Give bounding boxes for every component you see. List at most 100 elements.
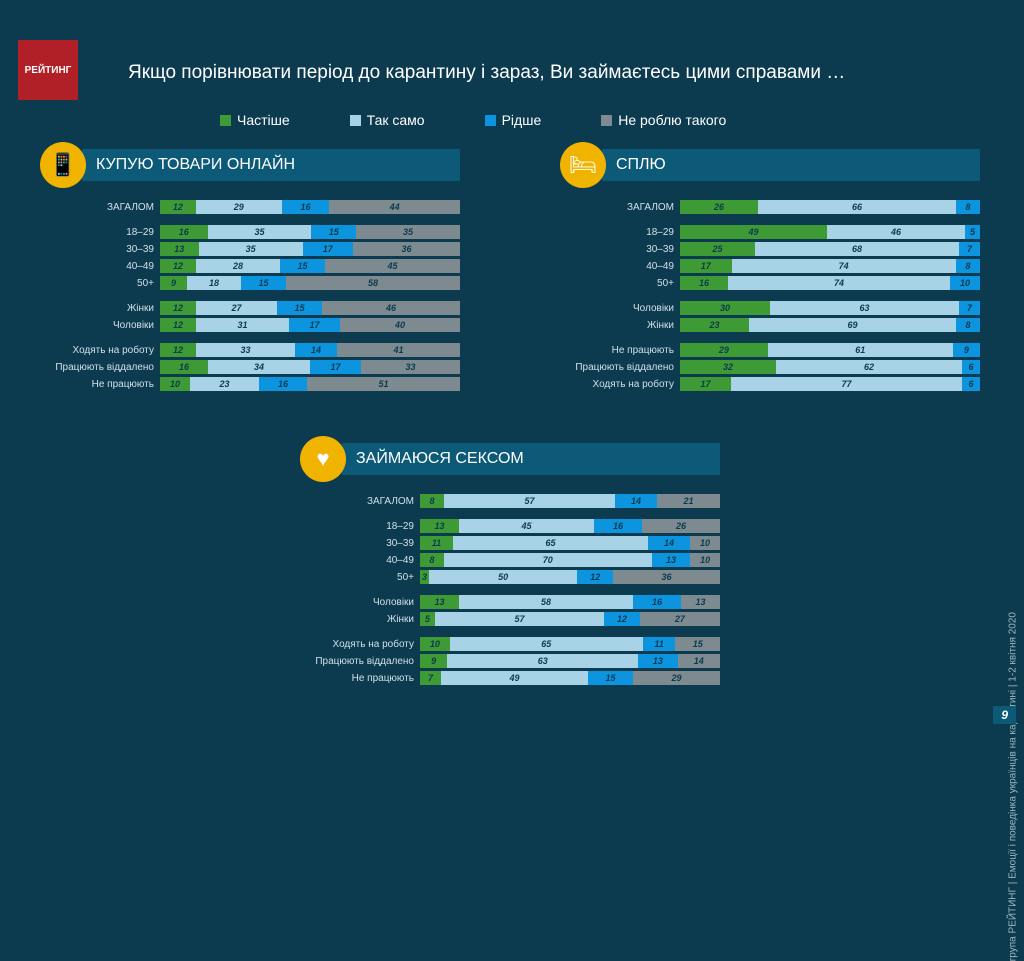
legend-label: Рідше [502, 112, 542, 128]
stacked-bar: 167410 [680, 276, 980, 290]
stacked-bar: 25687 [680, 242, 980, 256]
bar-segment: 41 [337, 343, 460, 357]
bar-segment: 6 [962, 360, 980, 374]
bar-segment: 5 [420, 612, 435, 626]
bar-segment: 7 [420, 671, 441, 685]
chart-row: 30–3925687 [560, 242, 980, 256]
bar-segment: 13 [420, 519, 459, 533]
bar-segment: 17 [310, 360, 361, 374]
row-label: 40–49 [300, 555, 420, 566]
row-label: 30–39 [560, 244, 680, 255]
row-label: Не працюють [40, 379, 160, 390]
bar-segment: 14 [615, 494, 657, 508]
bar-segment: 36 [353, 242, 460, 256]
stacked-bar: 26668 [680, 200, 980, 214]
stacked-bar: 10231651 [160, 377, 460, 391]
bar-segment: 8 [956, 259, 980, 273]
bar-segment: 3 [420, 570, 429, 584]
bar-segment: 14 [648, 536, 690, 550]
bar-segment: 7 [959, 242, 980, 256]
row-label: ЗАГАЛОМ [300, 496, 420, 507]
stacked-bar: 49465 [680, 225, 980, 239]
chart-row: Чоловіки13581613 [300, 595, 720, 609]
logo-text: РЕЙТИНГ [25, 65, 72, 76]
row-label: 40–49 [40, 261, 160, 272]
bar-segment: 36 [613, 570, 720, 584]
bar-segment: 17 [289, 318, 340, 332]
sleep-icon: 🛏 [560, 142, 606, 188]
bar-segment: 23 [190, 377, 259, 391]
legend-label: Так само [367, 112, 425, 128]
bar-segment: 12 [160, 343, 196, 357]
chart-row: Ходять на роботу10651115 [300, 637, 720, 651]
stacked-bar: 17748 [680, 259, 980, 273]
bar-segment: 49 [680, 225, 827, 239]
bar-segment: 74 [732, 259, 956, 273]
bar-segment: 40 [340, 318, 460, 332]
chart-row: 40–498701310 [300, 553, 720, 567]
stacked-bar: 23698 [680, 318, 980, 332]
bar-segment: 12 [160, 318, 196, 332]
bar-segment: 12 [160, 200, 196, 214]
row-label: Чоловіки [560, 303, 680, 314]
bar-segment: 8 [420, 494, 444, 508]
bar-segment: 17 [680, 259, 732, 273]
chart-row: Працюють віддалено9631314 [300, 654, 720, 668]
bar-segment: 10 [950, 276, 980, 290]
bar-segment: 32 [680, 360, 776, 374]
bar-segment: 10 [690, 553, 720, 567]
bar-segment: 12 [604, 612, 640, 626]
chart-sleep: 🛏СПЛЮЗАГАЛОМ2666818–294946530–392568740–… [560, 142, 980, 394]
bar-segment: 9 [420, 654, 447, 668]
bar-segment: 12 [160, 301, 196, 315]
row-label: Чоловіки [40, 320, 160, 331]
chart-shop: 📱КУПУЮ ТОВАРИ ОНЛАЙНЗАГАЛОМ1229164418–29… [40, 142, 460, 394]
stacked-bar: 13581613 [420, 595, 720, 609]
bar-segment: 13 [160, 242, 199, 256]
bar-segment: 69 [749, 318, 956, 332]
stacked-bar: 12281545 [160, 259, 460, 273]
bar-segment: 33 [361, 360, 460, 374]
stacked-bar: 13451626 [420, 519, 720, 533]
row-label: Не працюють [560, 345, 680, 356]
chart-sex: ♥ЗАЙМАЮСЯ СЕКСОМЗАГАЛОМ857142118–2913451… [300, 436, 720, 688]
stacked-bar: 5571227 [420, 612, 720, 626]
bar-segment: 15 [311, 225, 356, 239]
bar-segment: 16 [282, 200, 330, 214]
chart-row: ЗАГАЛОМ8571421 [300, 494, 720, 508]
row-label: Не працюють [300, 673, 420, 684]
bar-segment: 15 [241, 276, 286, 290]
stacked-bar: 16341733 [160, 360, 460, 374]
bar-segment: 31 [196, 318, 289, 332]
bar-segment: 13 [681, 595, 720, 609]
bar-segment: 16 [680, 276, 728, 290]
bar-segment: 62 [776, 360, 962, 374]
bar-segment: 30 [680, 301, 770, 315]
row-label: Працюють віддалено [560, 362, 680, 373]
stacked-bar: 12311740 [160, 318, 460, 332]
bar-segment: 63 [770, 301, 959, 315]
bar-segment: 45 [325, 259, 460, 273]
legend-swatch [601, 115, 612, 126]
bar-segment: 46 [827, 225, 965, 239]
row-label: Ходять на роботу [300, 639, 420, 650]
row-label: 40–49 [560, 261, 680, 272]
stacked-bar: 30637 [680, 301, 980, 315]
bar-segment: 29 [633, 671, 720, 685]
row-label: ЗАГАЛОМ [560, 202, 680, 213]
chart-row: 18–2916351535 [40, 225, 460, 239]
row-label: 18–29 [40, 227, 160, 238]
stacked-bar: 10651115 [420, 637, 720, 651]
chart-row: 40–4912281545 [40, 259, 460, 273]
bar-segment: 57 [435, 612, 604, 626]
bar-segment: 21 [657, 494, 720, 508]
chart-row: 30–3913351736 [40, 242, 460, 256]
bar-segment: 25 [680, 242, 755, 256]
chart-row: Жінки5571227 [300, 612, 720, 626]
legend-label: Не роблю такого [618, 112, 726, 128]
bar-segment: 57 [444, 494, 615, 508]
chart-row: Чоловіки30637 [560, 301, 980, 315]
shop-icon: 📱 [40, 142, 86, 188]
chart-row: Жінки12271546 [40, 301, 460, 315]
bar-segment: 16 [259, 377, 307, 391]
